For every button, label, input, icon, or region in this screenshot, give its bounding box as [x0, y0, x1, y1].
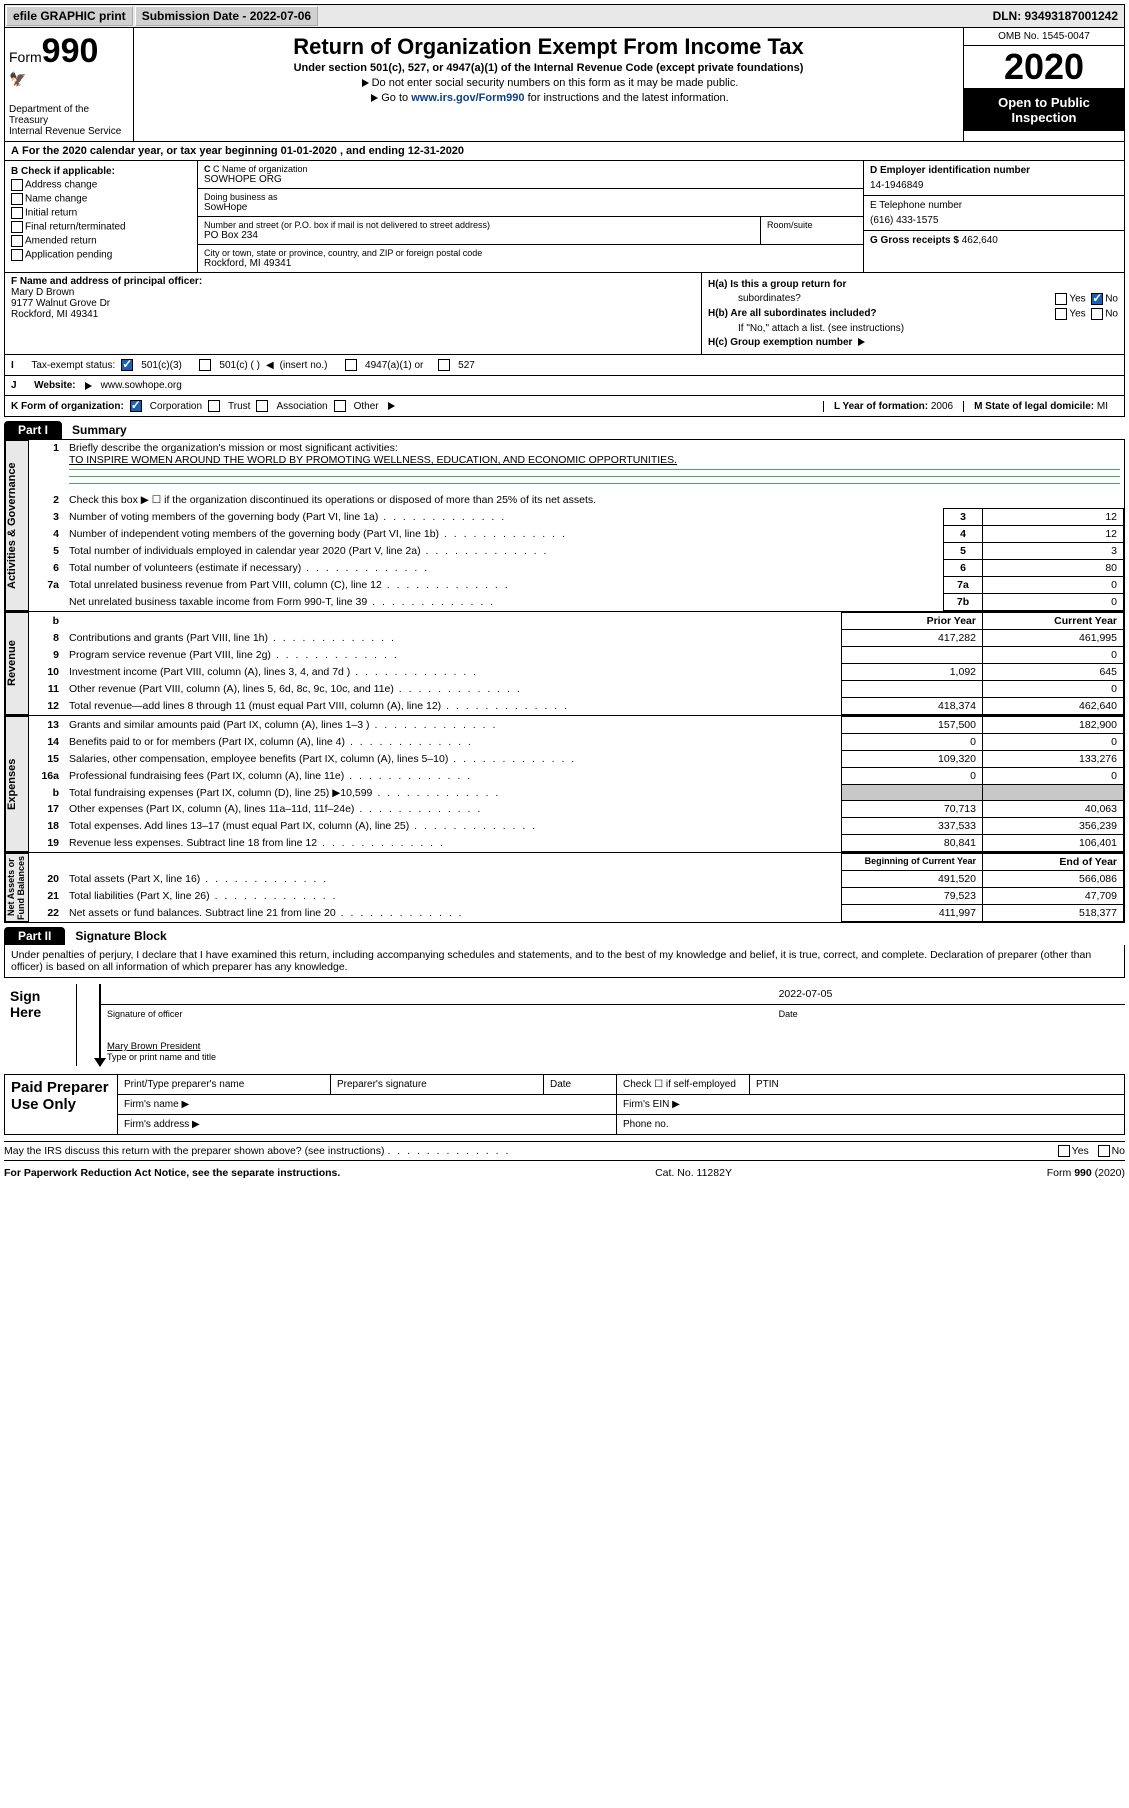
- 501c3-checkbox[interactable]: [121, 359, 133, 371]
- top-bar: efile GRAPHIC print Submission Date - 20…: [4, 4, 1125, 28]
- signature-date: 2022-07-05: [773, 984, 1125, 1005]
- officer-h-block: F Name and address of principal officer:…: [4, 273, 1125, 355]
- 501c-checkbox[interactable]: [199, 359, 211, 371]
- dba-name: SowHope: [204, 202, 857, 213]
- city-state-zip: Rockford, MI 49341: [204, 258, 857, 269]
- other-checkbox[interactable]: [334, 400, 346, 412]
- instructions-link[interactable]: www.irs.gov/Form990: [411, 92, 524, 104]
- 4947-checkbox[interactable]: [345, 359, 357, 371]
- officer-addr2: Rockford, MI 49341: [11, 309, 98, 320]
- box-b-checkboxes: B Check if applicable: Address change Na…: [5, 161, 198, 272]
- revenue-table: b Prior Year Current Year 8Contributions…: [29, 612, 1124, 715]
- paid-preparer-block: Paid Preparer Use Only Print/Type prepar…: [4, 1074, 1125, 1135]
- gross-receipts-value: 462,640: [962, 235, 998, 246]
- org-name: SOWHOPE ORG: [204, 174, 857, 185]
- vlabel-governance: Activities & Governance: [5, 440, 29, 611]
- telephone-value: (616) 433-1575: [870, 215, 1118, 226]
- efile-print-button[interactable]: efile GRAPHIC print: [6, 6, 133, 26]
- tax-exempt-status-row: I Tax-exempt status: 501(c)(3) 501(c) ( …: [4, 355, 1125, 376]
- tax-year-line: A For the 2020 calendar year, or tax yea…: [4, 142, 1125, 161]
- mission-statement: TO INSPIRE WOMEN AROUND THE WORLD BY PRO…: [69, 454, 677, 466]
- street-address: PO Box 234: [204, 230, 754, 241]
- form-header: Form990 🦅 Department of the Treasury Int…: [4, 28, 1125, 142]
- form-number: Form990: [9, 32, 129, 71]
- instructions-link-line: Go to www.irs.gov/Form990 for instructio…: [142, 92, 955, 104]
- room-suite-label: Room/suite: [767, 220, 857, 230]
- year-formation: 2006: [931, 401, 953, 412]
- form-title: Return of Organization Exempt From Incom…: [142, 34, 955, 60]
- submission-date-button[interactable]: Submission Date - 2022-07-06: [135, 6, 318, 26]
- application-pending-checkbox[interactable]: [11, 249, 23, 261]
- final-return-checkbox[interactable]: [11, 221, 23, 233]
- form-of-org-row: K Form of organization: Corporation Trus…: [4, 396, 1125, 417]
- association-checkbox[interactable]: [256, 400, 268, 412]
- subordinates-no-checkbox[interactable]: [1091, 308, 1103, 320]
- declaration-text: Under penalties of perjury, I declare th…: [4, 945, 1125, 978]
- address-change-checkbox[interactable]: [11, 179, 23, 191]
- vlabel-netassets: Net Assets or Fund Balances: [5, 853, 29, 922]
- sign-here-block: Sign Here 2022-07-05 Signature of office…: [4, 984, 1125, 1066]
- vlabel-revenue: Revenue: [5, 612, 29, 715]
- omb-number: OMB No. 1545-0047: [964, 28, 1124, 46]
- officer-addr1: 9177 Walnut Grove Dr: [11, 298, 110, 309]
- name-change-checkbox[interactable]: [11, 193, 23, 205]
- initial-return-checkbox[interactable]: [11, 207, 23, 219]
- discuss-yes-checkbox[interactable]: [1058, 1145, 1070, 1157]
- irs-eagle-icon: 🦅: [9, 71, 129, 88]
- discuss-no-checkbox[interactable]: [1098, 1145, 1110, 1157]
- vlabel-expenses: Expenses: [5, 716, 29, 852]
- amended-return-checkbox[interactable]: [11, 235, 23, 247]
- 527-checkbox[interactable]: [438, 359, 450, 371]
- officer-name: Mary D Brown: [11, 287, 74, 298]
- footer: For Paperwork Reduction Act Notice, see …: [4, 1167, 1125, 1179]
- trust-checkbox[interactable]: [208, 400, 220, 412]
- spacer: [319, 14, 986, 18]
- open-inspection-badge: Open to Public Inspection: [964, 89, 1124, 131]
- officer-print-name: Mary Brown President: [107, 1041, 1119, 1052]
- part2-header: Part II Signature Block: [4, 927, 1125, 945]
- dln-label: DLN: 93493187001242: [987, 7, 1124, 25]
- department-label: Department of the Treasury Internal Reve…: [9, 104, 129, 137]
- website-row: J Website: www.sowhope.org: [4, 376, 1125, 396]
- website-value: www.sowhope.org: [101, 380, 182, 391]
- netassets-table: Beginning of Current Year End of Year 20…: [29, 853, 1124, 922]
- discuss-with-preparer-row: May the IRS discuss this return with the…: [4, 1141, 1125, 1161]
- group-return-no-checkbox[interactable]: [1091, 293, 1103, 305]
- part1-header: Part I Summary: [4, 421, 1125, 439]
- expenses-table: 13Grants and similar amounts paid (Part …: [29, 716, 1124, 852]
- ein-value: 14-1946849: [870, 180, 1118, 191]
- entity-block: B Check if applicable: Address change Na…: [4, 161, 1125, 273]
- form-subtitle: Under section 501(c), 527, or 4947(a)(1)…: [142, 62, 955, 74]
- corporation-checkbox[interactable]: [130, 400, 142, 412]
- governance-table: 1 Briefly describe the organization's mi…: [29, 440, 1124, 611]
- warning-ssn: Do not enter social security numbers on …: [142, 77, 955, 89]
- state-domicile: MI: [1097, 401, 1108, 412]
- group-return-yes-checkbox[interactable]: [1055, 293, 1067, 305]
- tax-year: 2020: [964, 46, 1124, 89]
- subordinates-yes-checkbox[interactable]: [1055, 308, 1067, 320]
